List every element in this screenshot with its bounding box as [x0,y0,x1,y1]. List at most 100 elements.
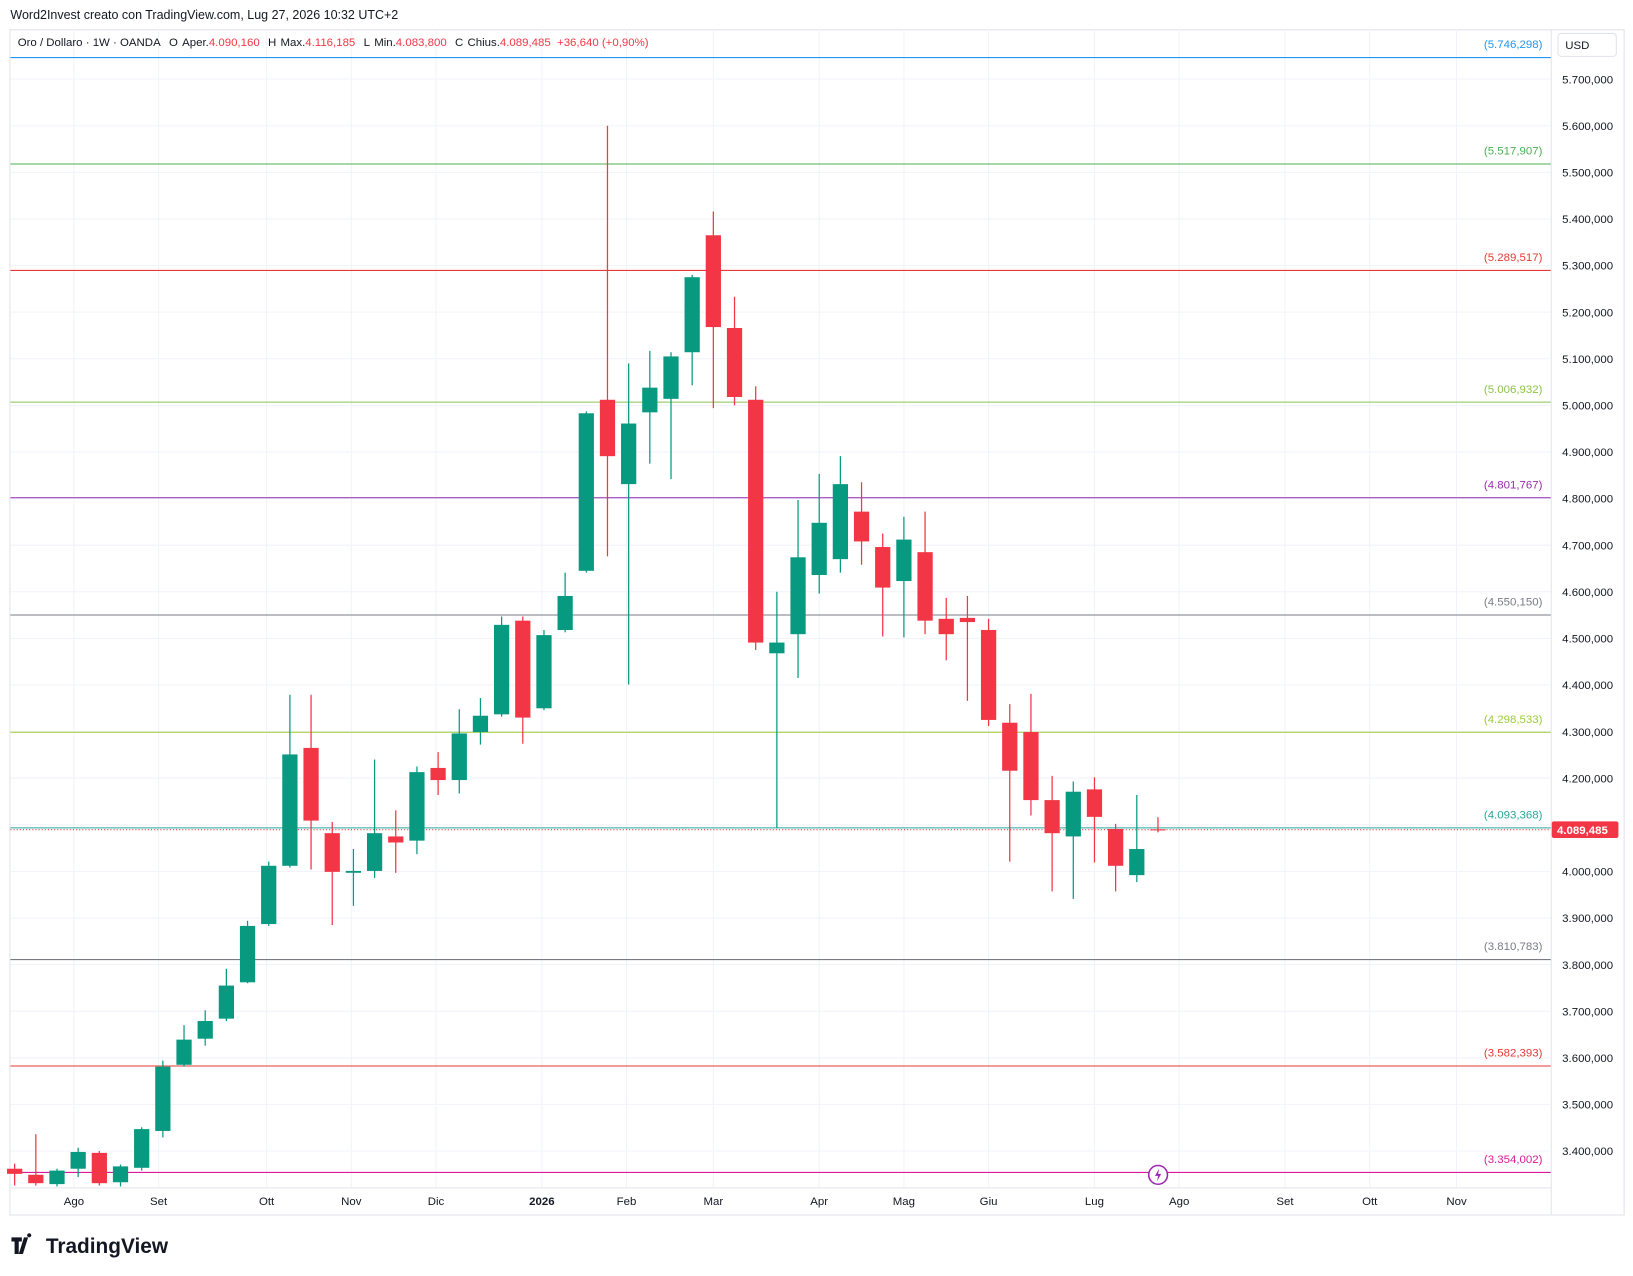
price-tag-label: 4.089,485 [1557,825,1609,837]
candle-body [832,484,849,560]
ohlc-value: 4.089,485 [500,37,551,49]
price-tag [1551,821,1619,839]
change: +36,640 (+0,90%) [557,37,649,49]
ohlc-value: 4.090,160 [209,37,260,49]
ohlc-value: 4.083,800 [396,37,447,49]
y-tick-label: 5.700,000 [1562,74,1613,86]
y-tick-label: 4.900,000 [1562,447,1613,459]
ohlc-key: H [268,37,276,49]
candle-body [345,870,362,873]
candle-body [748,399,764,643]
candle-body [811,522,827,575]
y-tick-label: 5.400,000 [1562,214,1613,226]
candle-body [1044,800,1060,834]
candle-body [451,733,467,781]
y-tick-label: 4.500,000 [1562,634,1613,646]
y-tick-label: 4.600,000 [1562,587,1613,599]
candle-body [642,387,658,413]
x-tick-label: Mar [703,1196,723,1208]
candle-body [515,620,531,718]
level-label: (3.354,002) [1484,1154,1543,1166]
candle-body [28,1174,44,1184]
candle-body [536,635,552,709]
currency: USD [1565,40,1589,52]
candle-body [621,423,637,485]
legend-header: Oro / Dollaro · 1W · OANDA O Aper.4.090,16… [18,37,649,49]
candle-body [980,629,997,720]
level-label: (5.746,298) [1484,39,1543,51]
x-tick-label: Mag [893,1196,915,1208]
x-tick-label: Giu [980,1196,998,1208]
candle-body [1065,791,1081,837]
y-tick-label: 5.600,000 [1562,121,1613,133]
y-tick-label: 5.500,000 [1562,168,1613,180]
y-tick-label: 4.300,000 [1562,727,1613,739]
candle-body [599,399,616,457]
y-tick-label: 5.200,000 [1562,307,1613,319]
ohlc-key: C [455,37,463,49]
y-tick-label: 3.800,000 [1562,960,1613,972]
candle-body [176,1039,192,1065]
candle-body [218,985,234,1019]
y-tick-label: 5.300,000 [1562,261,1613,273]
y-tick-label: 3.700,000 [1562,1006,1613,1018]
candle-body [684,277,700,353]
x-tick-label: Ott [1362,1196,1378,1208]
candle-body [769,642,785,654]
candle-body [91,1152,107,1184]
candle-body [112,1166,129,1183]
candle-body [1023,732,1039,801]
level-label: (4.298,533) [1484,714,1543,726]
candle-body [134,1129,150,1168]
x-tick-label: Ott [259,1196,275,1208]
candle-body [705,235,721,328]
currency-box[interactable] [1557,32,1617,57]
x-tick-label: Feb [617,1196,637,1208]
x-tick-label: Ago [1169,1196,1189,1208]
candle-body [1129,849,1145,876]
y-tick-label: 4.700,000 [1562,540,1613,552]
candle-body [324,833,340,872]
level-label: (4.093,368) [1484,810,1543,822]
candle-body [239,925,256,983]
candle-body [409,772,425,841]
watermark: Word2Invest creato con TradingView.com, … [10,8,398,22]
candle-body [303,747,319,821]
level-label: (5.517,907) [1484,146,1543,158]
candle-body [557,595,573,630]
level-label: (4.801,767) [1484,479,1543,491]
candle-body [917,552,933,621]
candle-body [49,1170,65,1185]
candle-body [1108,828,1124,866]
logo-mark [11,1233,32,1255]
level-label: (3.810,783) [1484,941,1543,953]
ohlc-key: O [169,37,178,49]
ohlc-name: Min. [374,37,396,49]
candle-body [261,865,277,925]
ohlc-value: 4.116,185 [305,37,355,49]
x-tick-label: Dic [428,1196,445,1208]
ohlc-name: Chius. [467,37,499,49]
candle-body [1086,789,1103,817]
candle-body [578,413,594,571]
candle-body [853,511,870,542]
candle-body [472,715,489,733]
candle-body [1002,722,1018,771]
x-tick-label: 2026 [529,1196,554,1208]
y-tick-label: 3.400,000 [1562,1146,1613,1158]
candle-body [726,327,743,397]
candle-body [282,754,298,866]
ohlc-name: Aper. [182,37,209,49]
y-tick-label: 5.100,000 [1562,354,1613,366]
ohlc-name: Max. [280,37,305,49]
level-label: (3.582,393) [1484,1048,1543,1060]
y-tick-label: 3.500,000 [1562,1100,1613,1112]
candle-body [493,624,510,715]
candle-body [7,1168,23,1174]
x-tick-label: Nov [1446,1196,1467,1208]
event-bolt [1154,1168,1162,1182]
y-tick-label: 5.000,000 [1562,401,1613,413]
ohlc-key: L [364,37,370,49]
x-tick-label: Apr [810,1196,828,1208]
